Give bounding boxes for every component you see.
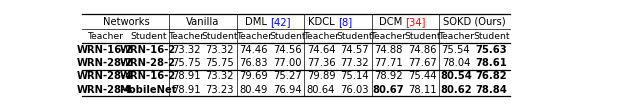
Text: 74.64: 74.64	[307, 45, 335, 55]
Text: 75.75: 75.75	[172, 58, 200, 68]
Text: 74.86: 74.86	[408, 45, 436, 55]
Text: 78.04: 78.04	[442, 58, 470, 68]
Text: DCM: DCM	[379, 17, 405, 27]
Text: 76.03: 76.03	[340, 85, 369, 95]
Text: [8]: [8]	[338, 17, 352, 27]
Text: 78.61: 78.61	[476, 58, 507, 68]
Text: WRN-28-2: WRN-28-2	[120, 58, 176, 68]
Text: Teacher: Teacher	[438, 32, 474, 41]
Text: 74.88: 74.88	[374, 45, 403, 55]
Text: 73.32: 73.32	[172, 45, 200, 55]
Text: 75.14: 75.14	[340, 71, 369, 81]
Text: Teacher: Teacher	[236, 32, 271, 41]
Text: 76.82: 76.82	[476, 71, 507, 81]
Text: SOKD (Ours): SOKD (Ours)	[443, 17, 506, 27]
Text: 78.84: 78.84	[476, 85, 507, 95]
Text: 76.83: 76.83	[239, 58, 268, 68]
Text: 78.91: 78.91	[172, 85, 200, 95]
Text: 80.54: 80.54	[440, 71, 472, 81]
Text: 74.46: 74.46	[239, 45, 268, 55]
Text: 80.49: 80.49	[239, 85, 268, 95]
Text: Student: Student	[202, 32, 238, 41]
Text: 74.56: 74.56	[273, 45, 301, 55]
Text: Student: Student	[404, 32, 440, 41]
Text: 80.62: 80.62	[440, 85, 472, 95]
Text: 79.89: 79.89	[307, 71, 335, 81]
Text: Teacher: Teacher	[303, 32, 339, 41]
Text: WRN-16-2: WRN-16-2	[120, 45, 177, 55]
Text: DML: DML	[246, 17, 271, 27]
Text: Networks: Networks	[102, 17, 149, 27]
Text: 75.75: 75.75	[205, 58, 234, 68]
Text: WRN-28-2: WRN-28-2	[77, 58, 133, 68]
Text: 74.57: 74.57	[340, 45, 369, 55]
Text: 73.32: 73.32	[205, 45, 234, 55]
Text: Student: Student	[130, 32, 166, 41]
Text: 77.36: 77.36	[307, 58, 335, 68]
Text: 75.54: 75.54	[442, 45, 470, 55]
Text: Teacher: Teacher	[371, 32, 406, 41]
Text: 76.94: 76.94	[273, 85, 301, 95]
Text: Teacher: Teacher	[87, 32, 123, 41]
Text: 73.32: 73.32	[205, 71, 234, 81]
Text: 79.69: 79.69	[239, 71, 268, 81]
Text: 77.32: 77.32	[340, 58, 369, 68]
Text: 75.63: 75.63	[476, 45, 507, 55]
Text: 77.67: 77.67	[408, 58, 436, 68]
Text: 80.67: 80.67	[372, 85, 404, 95]
Text: 77.00: 77.00	[273, 58, 301, 68]
Text: 75.27: 75.27	[273, 71, 301, 81]
Text: Student: Student	[473, 32, 509, 41]
Text: 73.23: 73.23	[205, 85, 234, 95]
Text: KDCL: KDCL	[308, 17, 338, 27]
Text: Student: Student	[269, 32, 305, 41]
Text: WRN-28-4: WRN-28-4	[77, 71, 133, 81]
Text: WRN-16-2: WRN-16-2	[120, 71, 177, 81]
Text: 77.71: 77.71	[374, 58, 403, 68]
Text: [42]: [42]	[271, 17, 291, 27]
Text: WRN-28-4: WRN-28-4	[77, 85, 133, 95]
Text: 78.92: 78.92	[374, 71, 403, 81]
Text: Vanilla: Vanilla	[186, 17, 220, 27]
Text: 80.64: 80.64	[307, 85, 335, 95]
Text: 75.44: 75.44	[408, 71, 436, 81]
Text: [34]: [34]	[405, 17, 426, 27]
Text: Teacher: Teacher	[168, 32, 204, 41]
Text: Student: Student	[337, 32, 373, 41]
Text: MobileNet: MobileNet	[120, 85, 177, 95]
Text: 78.91: 78.91	[172, 71, 200, 81]
Text: WRN-16-2: WRN-16-2	[77, 45, 133, 55]
Text: 78.11: 78.11	[408, 85, 436, 95]
